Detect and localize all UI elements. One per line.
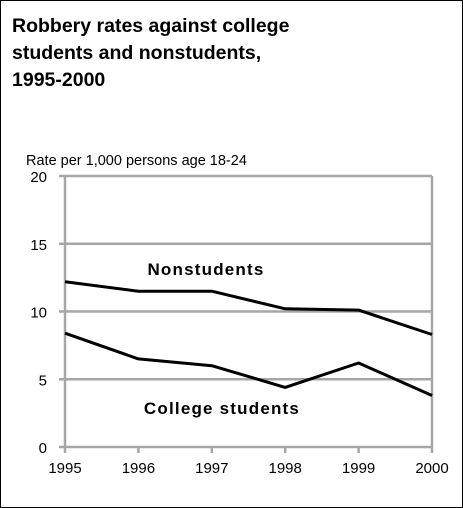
y-tick-label-10: 10: [30, 305, 47, 322]
y-tick-labels: 0 5 10 15 20: [30, 169, 47, 457]
x-tick-label-1998: 1998: [269, 460, 302, 477]
y-axis-label: Rate per 1,000 persons age 18-24: [26, 153, 247, 169]
x-tick-label-1995: 1995: [48, 460, 81, 477]
x-tick-label-1996: 1996: [122, 460, 155, 477]
gridlines: [65, 174, 434, 447]
x-tick-label-1997: 1997: [195, 460, 228, 477]
series-line-college-students: [64, 331, 433, 397]
series-labels: Nonstudents College students: [144, 260, 300, 418]
y-tick-label-5: 5: [39, 372, 47, 389]
x-tick-label-2000: 2000: [415, 460, 448, 477]
series-label-college-students: College students: [144, 399, 300, 418]
series-line-nonstudents: [64, 280, 433, 336]
x-tick-labels: 1995 1996 1997 1998 1999 2000: [48, 460, 448, 477]
y-tick-label-0: 0: [39, 440, 47, 457]
axes: [59, 174, 434, 453]
y-tick-label-15: 15: [30, 237, 47, 254]
chart-title: Robbery rates against college students a…: [12, 15, 290, 91]
series-label-nonstudents: Nonstudents: [147, 260, 264, 279]
x-tick-label-1999: 1999: [342, 460, 375, 477]
y-tick-label-20: 20: [30, 169, 47, 186]
series-lines: [64, 280, 433, 397]
